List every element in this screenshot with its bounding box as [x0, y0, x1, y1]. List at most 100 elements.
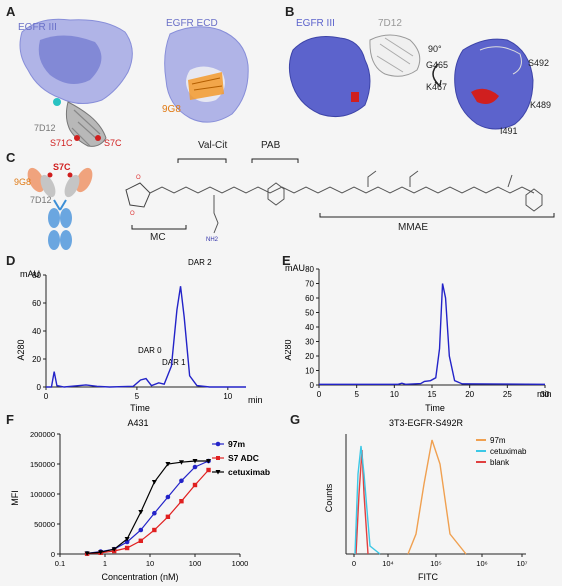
y-tick-label: 0: [37, 383, 42, 392]
label-pab: PAB: [261, 140, 281, 151]
antibody-diagram: [27, 167, 93, 250]
xunit-d: min: [248, 395, 263, 405]
legend-marker: [215, 470, 221, 475]
y-tick-label: 0: [51, 550, 55, 559]
x-tick-label: 10: [146, 559, 154, 568]
units-label-e: mAU: [285, 263, 305, 273]
label-g465: G465: [426, 60, 449, 70]
label-egfr3-b: EGFR III: [296, 18, 335, 29]
ylabel-f: MFI: [10, 490, 20, 506]
flow-chart-g: 3T3-EGFR-S492R Counts FITC 0 10⁴ 10⁵ 10⁶ 10⁷…: [324, 418, 528, 582]
legend-label: blank: [490, 458, 510, 467]
x-tick-label: 10⁵: [430, 559, 441, 568]
xunit-e: min: [537, 389, 552, 399]
x-tick-label: 10: [223, 392, 232, 401]
y-tick-label: 150000: [30, 460, 55, 469]
hplc-chart-e: mAU A280 Time min 0 10 20 30 40 50 60 70 80 0 5 10 1…: [285, 263, 552, 413]
data-point: [152, 527, 157, 533]
label-egfr-ecd: EGFR ECD: [166, 18, 218, 29]
x-tick-label: 0: [44, 392, 49, 401]
trace-line: [46, 286, 246, 388]
data-point: [179, 478, 184, 484]
panel-letter-a: A: [6, 4, 16, 19]
data-point: [138, 527, 144, 533]
y-tick-label: 60: [305, 294, 314, 303]
x-tick-label: 5: [354, 390, 359, 399]
x-tick-label: 100: [189, 559, 202, 568]
series-line: [87, 469, 209, 555]
x-tick-label: 30: [541, 390, 550, 399]
data-point: [124, 539, 130, 545]
data-point: [192, 459, 198, 464]
data-point: [165, 462, 171, 467]
label-i491: I491: [500, 126, 518, 136]
label-7d12-b: 7D12: [378, 18, 402, 29]
series-line: [87, 460, 209, 554]
data-point: [178, 460, 184, 465]
panel-letter-g: G: [290, 412, 301, 427]
y-tick-label: 80: [32, 271, 41, 280]
label-7d12-a: 7D12: [34, 123, 56, 133]
data-point: [179, 499, 184, 504]
legend-label: 97m: [228, 439, 245, 449]
title-g: 3T3-EGFR-S492R: [389, 418, 464, 428]
xlabel-e: Time: [425, 403, 445, 413]
panel-letter-c: C: [6, 150, 16, 165]
data-point: [138, 510, 144, 515]
x-tick-label: 10: [390, 390, 399, 399]
x-tick-label: 1: [103, 559, 107, 568]
data-point: [206, 467, 211, 473]
series-line: [87, 460, 209, 554]
y-tick-label: 10: [305, 367, 314, 376]
units-label-d: mAU: [20, 269, 40, 279]
legend-label: S7 ADC: [228, 453, 259, 463]
y-tick-label: 50000: [34, 520, 55, 529]
x-tick-label: 25: [503, 390, 512, 399]
histogram-cetuximab: [354, 445, 381, 555]
xlabel-g: FITC: [418, 572, 438, 582]
x-tick-label: 0: [317, 390, 322, 399]
histogram-97m: [407, 439, 467, 555]
panel-b-structure: [288, 34, 534, 130]
panel-a-structure: [19, 18, 249, 147]
y-tick-label: 70: [305, 280, 314, 289]
trace-line: [319, 283, 546, 385]
data-point: [84, 551, 90, 556]
legend-label: 97m: [490, 436, 506, 445]
x-tick-label: 0: [352, 559, 356, 568]
ylabel-e: A280: [285, 339, 293, 360]
label-rotation: 90°: [428, 44, 442, 54]
data-point: [165, 494, 171, 500]
data-point: [138, 538, 144, 543]
x-tick-label: 20: [465, 390, 474, 399]
chemical-structure: O O NH2: [125, 158, 555, 243]
label-s7c-a: S7C: [104, 138, 122, 148]
label-9g8-a: 9G8: [162, 104, 181, 115]
panel-letter-e: E: [282, 253, 291, 268]
svg-text:NH2: NH2: [206, 237, 219, 243]
legend-marker: [215, 441, 221, 447]
label-mc: MC: [150, 232, 166, 243]
y-tick-label: 20: [32, 355, 41, 364]
x-tick-label: 15: [428, 390, 437, 399]
peak-label-dar0: DAR 0: [138, 346, 162, 355]
legend-label: cetuximab: [490, 447, 527, 456]
data-point: [192, 482, 198, 488]
ylabel-d: A280: [16, 339, 26, 360]
xlabel-f: Concentration (nM): [101, 572, 178, 582]
label-s71c: S71C: [50, 138, 73, 148]
xlabel-d: Time: [130, 403, 150, 413]
binding-chart-f: A431 MFI Concentration (nM) 0 50000 100000…: [10, 418, 270, 582]
y-tick-label: 50: [305, 309, 314, 318]
label-val-cit: Val-Cit: [198, 140, 228, 151]
x-tick-label: 5: [135, 392, 140, 401]
title-f: A431: [127, 418, 148, 428]
svg-text:O: O: [136, 175, 141, 181]
x-tick-label: 10⁶: [476, 559, 487, 568]
y-tick-label: 40: [32, 327, 41, 336]
y-tick-label: 30: [305, 338, 314, 347]
ylabel-g: Counts: [324, 483, 334, 512]
label-egfr3: EGFR III: [18, 22, 57, 33]
x-tick-label: 1000: [232, 559, 249, 568]
legend-marker: [216, 456, 220, 460]
